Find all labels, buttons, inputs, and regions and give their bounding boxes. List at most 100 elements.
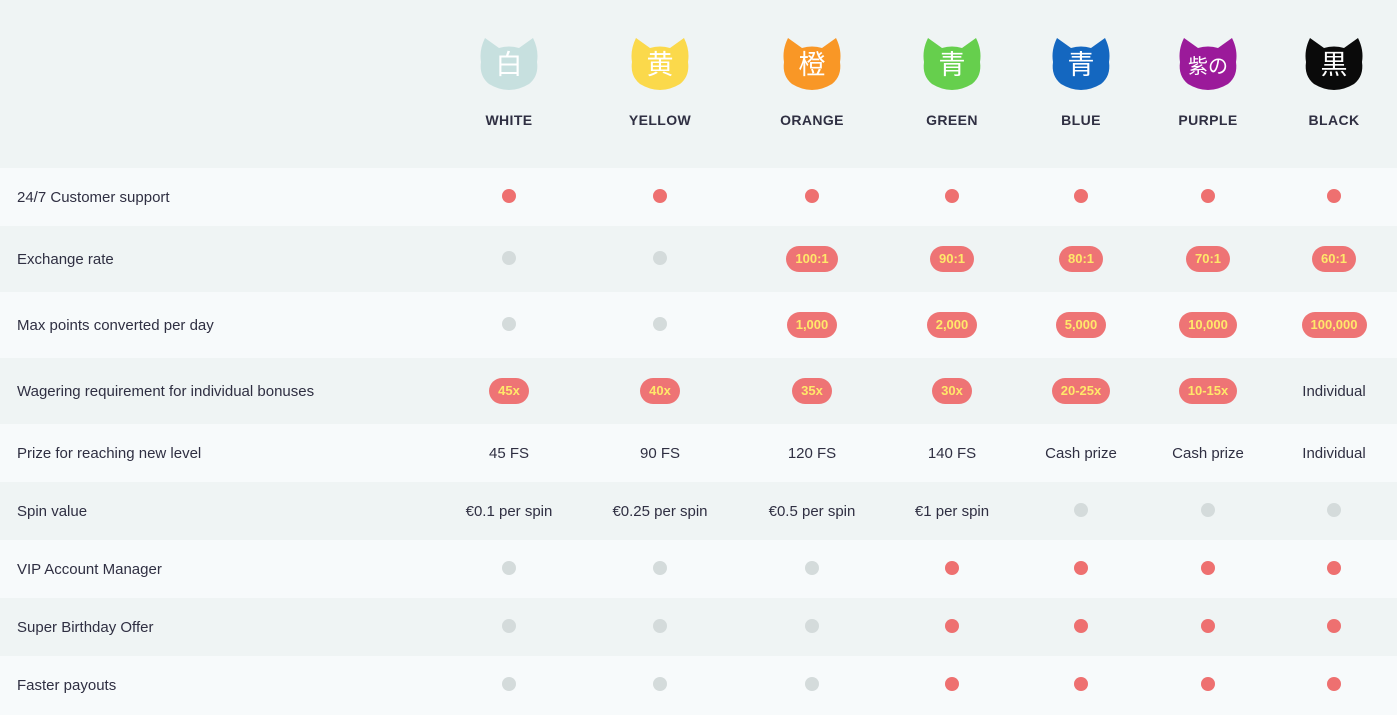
table-cell-black [1264,168,1397,226]
table-cell-yellow [590,598,730,656]
table-cell-white [439,656,579,715]
table-cell-orange: 100:1 [742,226,882,292]
table-row: VIP Account Manager [0,540,1397,598]
value-text: €1 per spin [914,502,990,520]
table-cell-blue [1011,598,1151,656]
value-text: €0.5 per spin [768,502,856,520]
value-text: 45 FS [488,444,530,462]
table-cell-yellow [590,540,730,598]
level-column-white: 白 WHITE [449,0,569,168]
value-text: Individual [1302,382,1366,400]
table-cell-blue: 80:1 [1011,226,1151,292]
not-included-dot-icon [502,316,516,331]
row-label: VIP Account Manager [17,560,162,578]
table-cell-yellow [590,656,730,715]
table-cell-white: 45x [439,358,579,424]
table-cell-blue: 20-25x [1011,358,1151,424]
row-label: Exchange rate [17,250,114,268]
not-included-dot-icon [653,677,667,691]
table-cell-green: 2,000 [882,292,1022,358]
included-dot-icon [1201,560,1215,575]
table-cell-purple [1138,656,1278,715]
level-kanji: 黒 [1320,50,1348,81]
included-dot-icon [502,188,516,203]
table-cell-white: 45 FS [439,424,579,482]
table-cell-green: 30x [882,358,1022,424]
table-row: 24/7 Customer support [0,168,1397,226]
table-cell-white [439,168,579,226]
levels-header: 白 WHITE 黄 YELLOW 橙 ORANGE 青 GREEN 青 BLUE 紫の PURPLE 黒… [0,0,1397,168]
not-included-dot-icon [502,677,516,691]
table-cell-green [882,656,1022,715]
table-cell-black: 60:1 [1264,226,1397,292]
row-label: Wagering requirement for individual bonu… [17,382,315,400]
not-included-dot-icon [1201,502,1215,517]
value-text: 120 FS [787,444,837,462]
table-cell-green: 140 FS [882,424,1022,482]
included-dot-icon [1074,618,1088,633]
level-column-yellow: 黄 YELLOW [600,0,720,168]
value-badge: 70:1 [1185,246,1231,272]
table-row: Spin value €0.1 per spin €0.25 per spin €0.… [0,482,1397,540]
table-cell-green [882,540,1022,598]
included-dot-icon [945,677,959,691]
table-row: Prize for reaching new level 45 FS 90 FS 12… [0,424,1397,482]
table-cell-white: €0.1 per spin [439,482,579,540]
included-dot-icon [1201,188,1215,203]
value-text: Cash prize [1172,444,1244,462]
level-kanji: 白 [495,50,523,81]
table-cell-orange [742,598,882,656]
row-label: Faster payouts [17,677,117,694]
included-dot-icon [1327,188,1341,203]
cat-level-icon: 白 [479,36,539,90]
value-badge: 90:1 [929,246,975,272]
level-name: BLACK [1308,112,1360,128]
table-row: Super Birthday Offer [0,598,1397,656]
table-row: Faster payouts [0,656,1397,715]
level-name: YELLOW [628,112,692,128]
table-cell-yellow [590,226,730,292]
value-text: €0.1 per spin [465,502,553,520]
row-label: Max points converted per day [17,316,214,334]
included-dot-icon [945,188,959,203]
cat-level-icon: 青 [1051,36,1111,90]
cat-level-icon: 橙 [782,36,842,90]
value-badge: 5,000 [1055,312,1107,338]
included-dot-icon [1327,677,1341,691]
level-name: ORANGE [780,112,844,128]
value-badge: 80:1 [1058,246,1104,272]
table-cell-purple: Cash prize [1138,424,1278,482]
table-row: Max points converted per day 1,000 2,000 5,… [0,292,1397,358]
included-dot-icon [1074,560,1088,575]
table-cell-black: Individual [1264,424,1397,482]
table-cell-blue: 5,000 [1011,292,1151,358]
table-cell-white [439,540,579,598]
table-cell-yellow: 40x [590,358,730,424]
cat-level-icon: 青 [922,36,982,90]
table-cell-blue [1011,168,1151,226]
row-label: Prize for reaching new level [17,444,202,462]
level-kanji: 紫の [1188,54,1228,78]
level-column-black: 黒 BLACK [1274,0,1394,168]
value-badge: 60:1 [1311,246,1357,272]
value-text: Cash prize [1045,444,1117,462]
table-cell-green: €1 per spin [882,482,1022,540]
included-dot-icon [1201,677,1215,691]
level-kanji: 青 [1067,50,1095,81]
table-cell-white [439,226,579,292]
level-column-green: 青 GREEN [892,0,1012,168]
table-cell-yellow [590,168,730,226]
cat-level-icon: 黄 [630,36,690,90]
value-badge: 30x [932,378,972,404]
level-kanji: 青 [938,50,966,81]
table-cell-black [1264,656,1397,715]
included-dot-icon [1327,618,1341,633]
table-row: Wagering requirement for individual bonu… [0,358,1397,424]
value-badge: 40x [640,378,680,404]
value-text: 140 FS [927,444,977,462]
table-cell-purple [1138,598,1278,656]
table-cell-purple [1138,540,1278,598]
table-cell-black [1264,598,1397,656]
level-name: PURPLE [1178,112,1238,128]
